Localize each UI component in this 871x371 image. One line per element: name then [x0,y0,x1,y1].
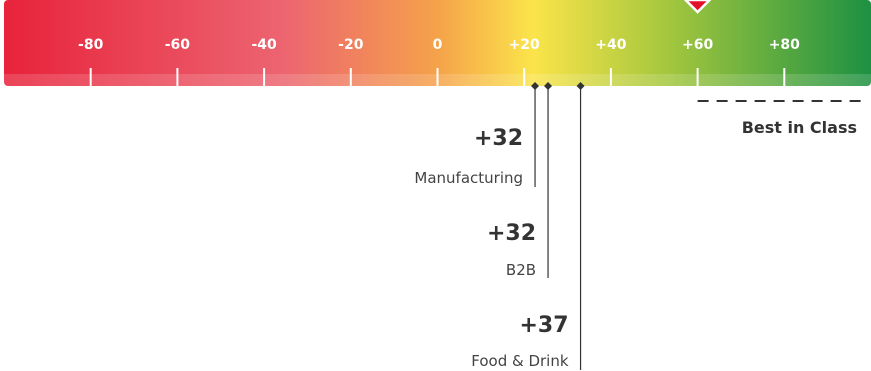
marker-category-label: Manufacturing [414,169,523,187]
marker-value-label: +32 [487,221,536,246]
tick-label: +40 [595,37,626,53]
best-in-class-indicator: Best in Class [697,100,866,137]
tick-label: -60 [165,37,191,53]
score-marker-diamond [683,0,712,14]
marker-diamond [531,82,540,90]
marker-category-label: Food & Drink [471,352,569,370]
tick-label: -40 [251,37,277,53]
tick-label: -80 [78,37,104,53]
marker-value-label: +32 [474,126,523,151]
tick-label: +80 [769,37,800,53]
gauge-ticks: -80 -60 -40 -20 0 +20 +40 +60 +80 [78,37,800,86]
tick-label: +20 [509,37,540,53]
tick-label: +60 [682,37,713,53]
marker-value-label: +37 [519,313,568,338]
tick-label: 0 [433,37,443,53]
benchmark-markers: +32 Manufacturing +32 B2B +37 Food & Drink [414,82,585,370]
gauge-gradient-band [4,0,871,86]
marker-diamond [544,82,553,90]
tick-label: -20 [338,37,364,53]
score-marker [683,0,712,14]
best-in-class-label: Best in Class [742,118,857,137]
marker-diamond [576,82,585,90]
marker-category-label: B2B [506,261,536,279]
